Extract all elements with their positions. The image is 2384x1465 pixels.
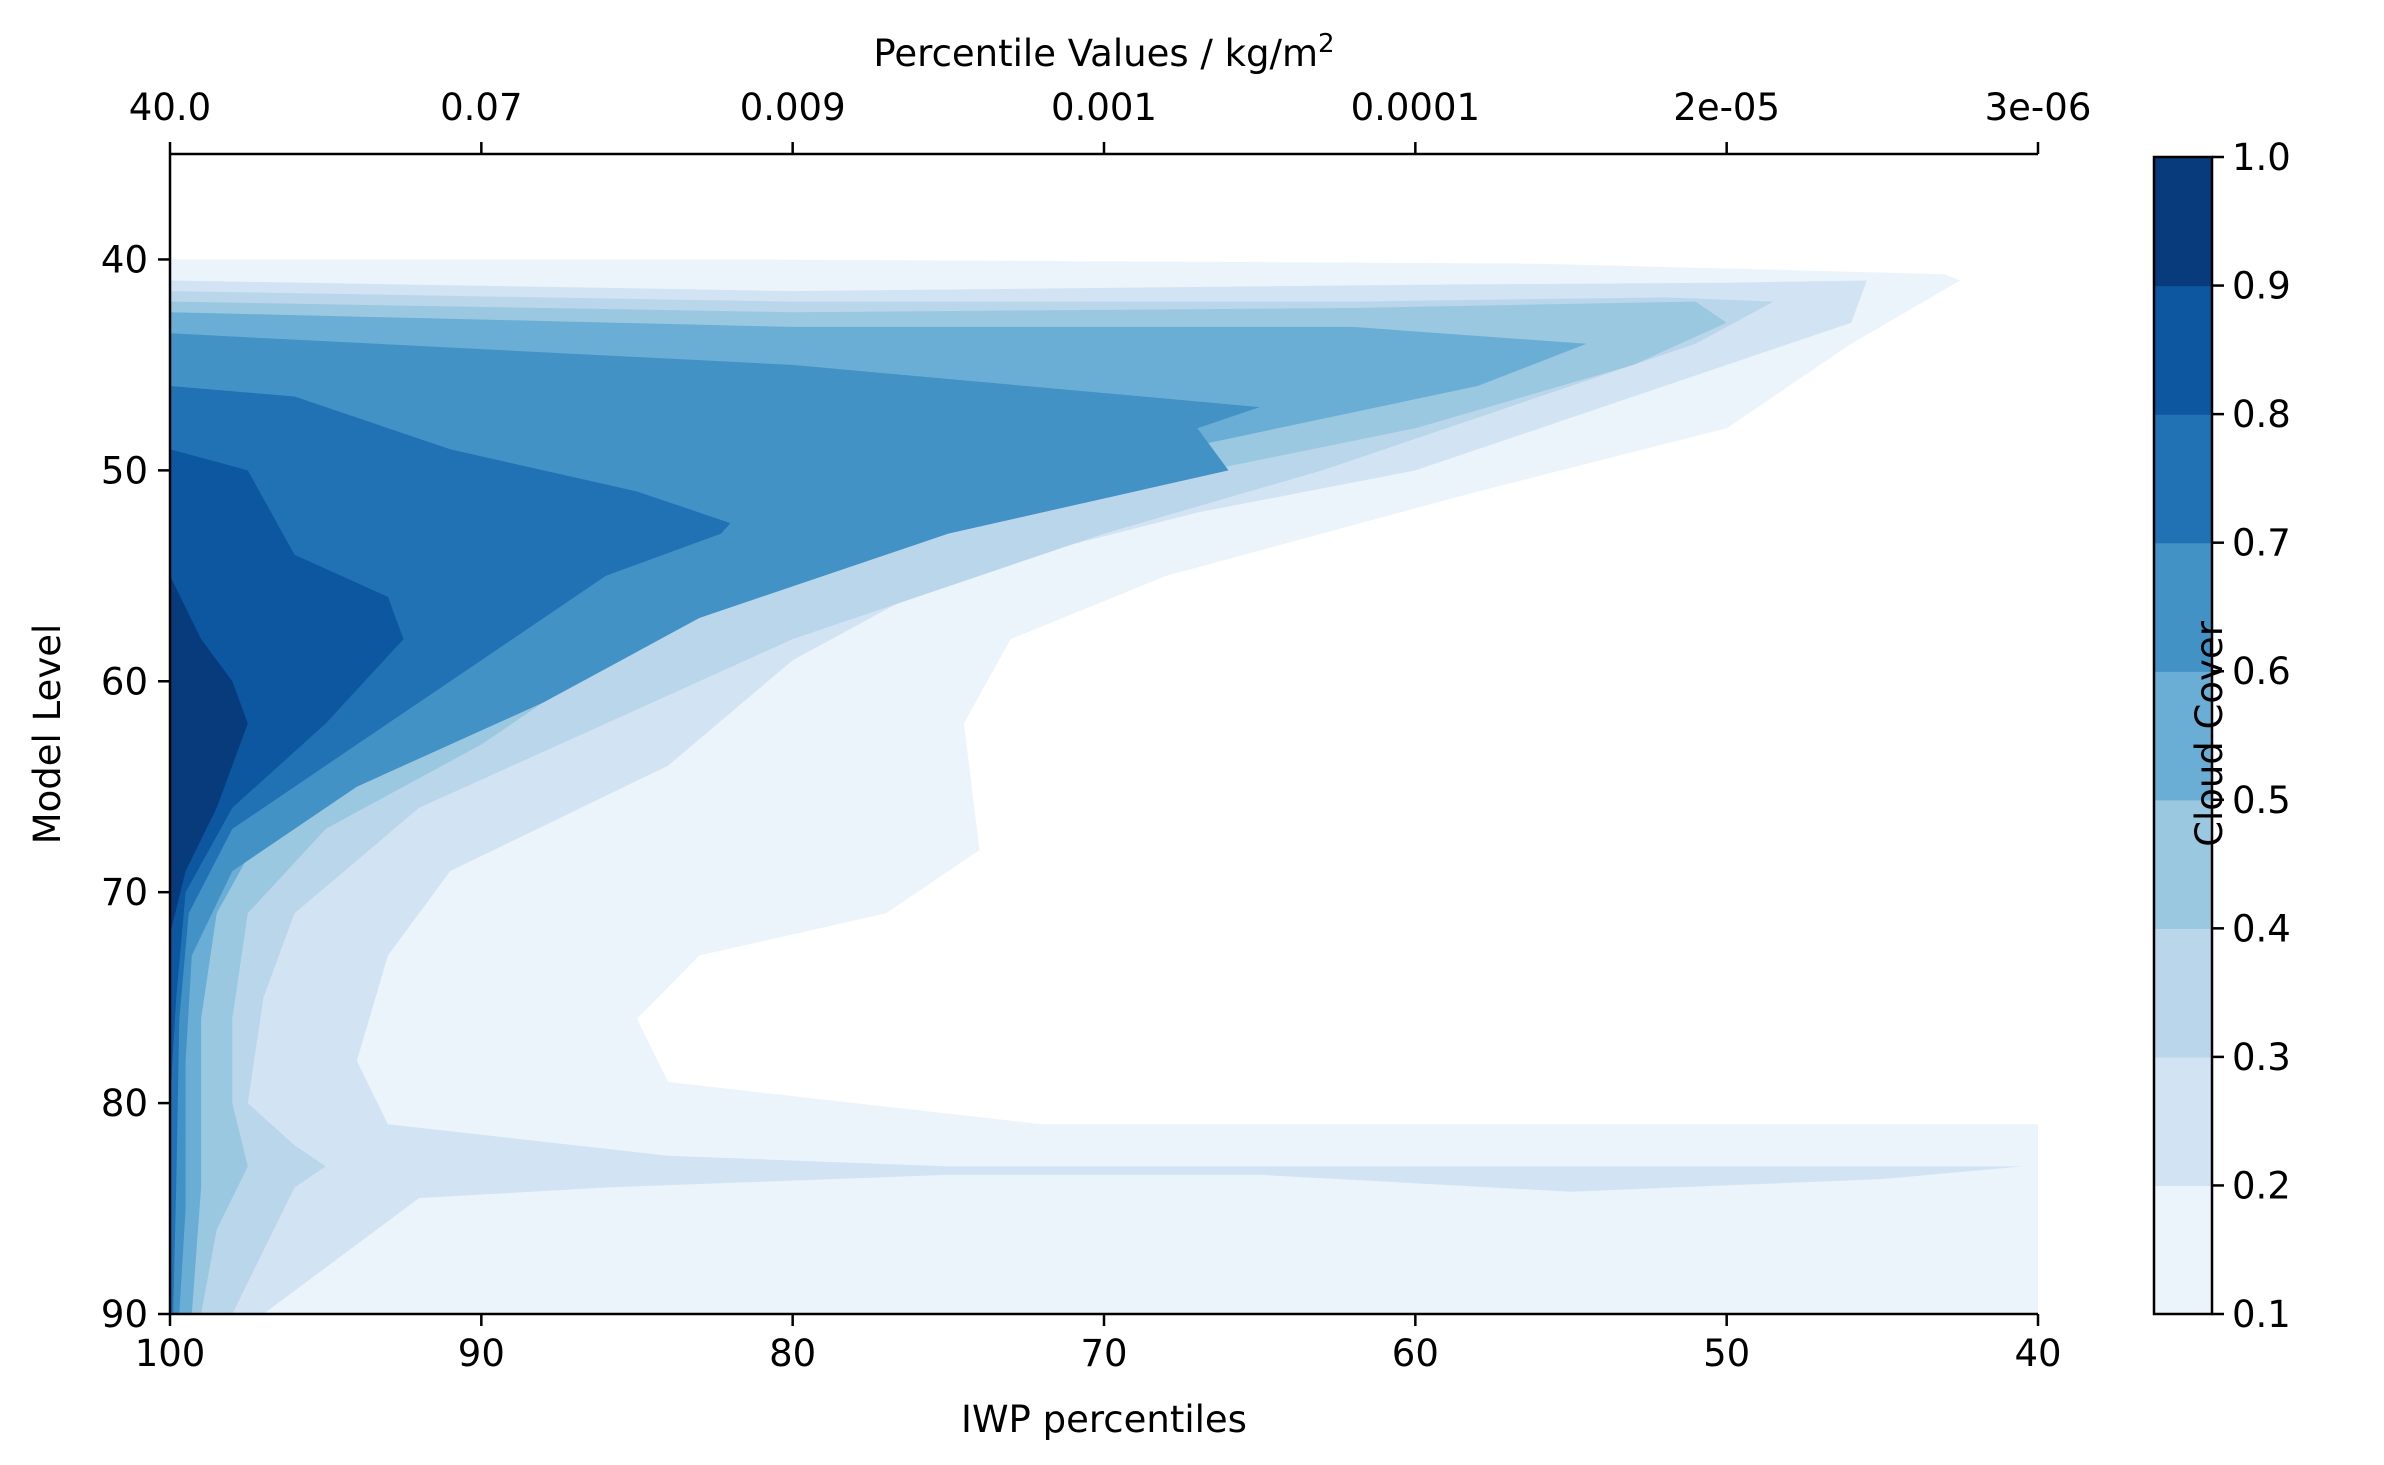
colorbar-segment — [2154, 157, 2212, 287]
colorbar-tick-label: 0.2 — [2232, 1164, 2291, 1207]
top-axis-label-superscript: 2 — [1318, 29, 1335, 59]
top-tick-label: 3e-06 — [1985, 86, 2092, 129]
top-tick-label: 40.0 — [129, 86, 211, 129]
top-tick-label: 0.009 — [740, 86, 846, 129]
colorbar-tick-label: 0.9 — [2232, 265, 2291, 308]
colorbar — [2152, 155, 2214, 1316]
x-axis-ticks: 100 90 80 70 60 50 40 — [135, 1314, 2062, 1375]
top-axis-label: Percentile Values / kg/m2 — [873, 29, 1334, 75]
y-tick-label: 70 — [101, 871, 148, 914]
colorbar-tick-label: 1.0 — [2232, 136, 2291, 179]
top-tick-label: 0.07 — [440, 86, 522, 129]
y-tick-label: 60 — [101, 660, 148, 703]
y-tick-label: 80 — [101, 1082, 148, 1125]
colorbar-segment — [2154, 414, 2212, 544]
y-tick-label: 90 — [101, 1293, 148, 1336]
contour-fill-level-0-8 — [170, 449, 404, 1104]
x-tick-label: 70 — [1080, 1332, 1127, 1375]
colorbar-segment — [2154, 1056, 2212, 1187]
y-tick-label: 40 — [101, 238, 148, 281]
colorbar-tick-label: 0.5 — [2232, 779, 2291, 822]
colorbar-tick-label: 0.6 — [2232, 650, 2291, 693]
colorbar-tick-label: 0.8 — [2232, 393, 2291, 436]
colorbar-segment — [2154, 1185, 2212, 1315]
x-tick-label: 80 — [769, 1332, 816, 1375]
colorbar-segment — [2154, 928, 2212, 1058]
x-tick-label: 90 — [458, 1332, 505, 1375]
y-tick-label: 50 — [101, 449, 148, 492]
contour-fills — [170, 259, 2038, 1314]
x-tick-label: 40 — [2014, 1332, 2061, 1375]
colorbar-tick-label: 0.3 — [2232, 1036, 2291, 1079]
x-tick-label: 50 — [1703, 1332, 1750, 1375]
colorbar-segment — [2154, 671, 2212, 801]
top-tick-label: 0.0001 — [1351, 86, 1480, 129]
colorbar-tick-label: 0.7 — [2232, 522, 2291, 565]
colorbar-tick-label: 0.1 — [2232, 1293, 2291, 1336]
x-tick-label: 60 — [1392, 1332, 1439, 1375]
colorbar-segment — [2154, 542, 2212, 672]
colorbar-label: Cloud Cover — [2188, 620, 2231, 847]
y-axis-label: Model Level — [26, 624, 69, 845]
colorbar-tick-label: 0.4 — [2232, 907, 2291, 950]
colorbar-segment — [2154, 799, 2212, 929]
y-axis-ticks: 40 50 60 70 80 90 — [101, 238, 170, 1336]
x-tick-label: 100 — [135, 1332, 206, 1375]
colorbar-segment — [2154, 285, 2212, 415]
top-tick-label: 0.001 — [1051, 86, 1157, 129]
top-axis-ticks: 40.0 0.07 0.009 0.001 0.0001 2e-05 3e-06 — [129, 86, 2092, 154]
colorbar-outline — [2152, 155, 2214, 1316]
top-axis-label-text: Percentile Values / kg/m — [873, 32, 1318, 75]
contour-fill-level-0-9 — [170, 575, 248, 935]
colorbar-ticks: 0.1 0.2 0.3 0.4 0.5 0.6 0.7 0.8 0.9 1.0 — [2212, 136, 2291, 1336]
x-axis-label: IWP percentiles — [961, 1398, 1247, 1441]
top-tick-label: 2e-05 — [1673, 86, 1780, 129]
